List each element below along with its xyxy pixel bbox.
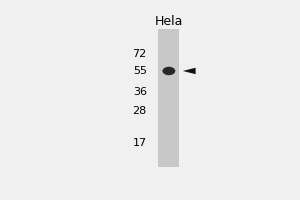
Text: 17: 17 xyxy=(133,138,147,148)
Polygon shape xyxy=(183,68,196,74)
Text: 55: 55 xyxy=(133,66,147,76)
Text: 28: 28 xyxy=(133,106,147,116)
Text: Hela: Hela xyxy=(155,15,183,28)
Text: 72: 72 xyxy=(133,49,147,59)
Ellipse shape xyxy=(163,67,175,75)
Text: 36: 36 xyxy=(133,87,147,97)
Bar xyxy=(158,29,179,167)
